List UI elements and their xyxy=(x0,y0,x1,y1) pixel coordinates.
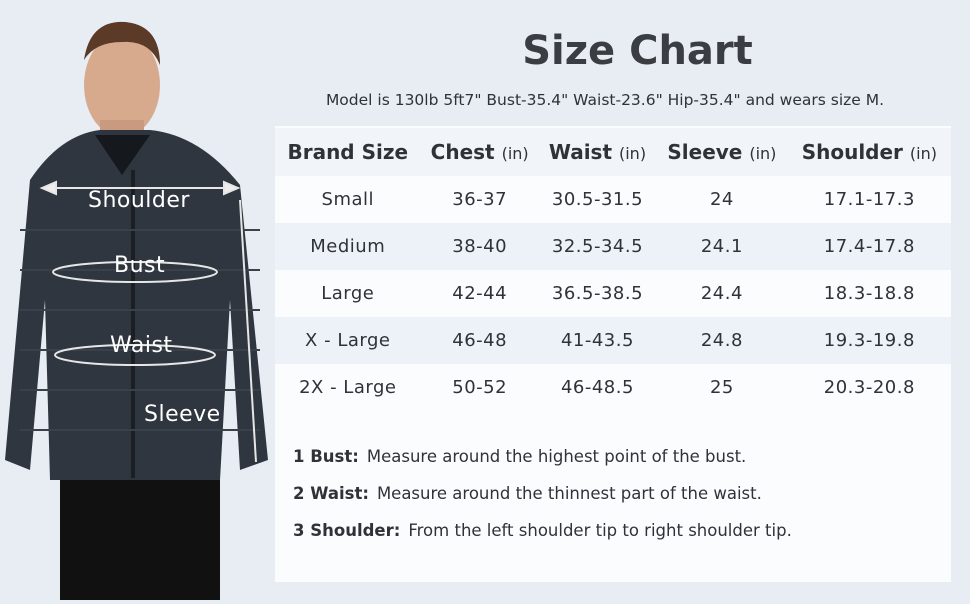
cell-size: X - Large xyxy=(275,317,421,364)
waist-label: Waist xyxy=(110,333,173,358)
cell-shoulder: 18.3-18.8 xyxy=(823,283,915,304)
header-waist: Waist (in) xyxy=(538,128,657,176)
table-row: Medium 38-40 32.5-34.5 24.1 17.4-17.8 xyxy=(275,223,951,270)
cell-chest: 42-44 xyxy=(452,283,508,304)
cell-sleeve: 24.8 xyxy=(656,317,788,364)
cell-waist: 30.5-31.5 xyxy=(551,189,644,210)
table-row: Large 42-44 36.5-38.5 24.4 18.3-18.8 xyxy=(275,270,951,317)
model-figure: Shoulder Bust Waist Sleeve xyxy=(0,0,280,600)
cell-shoulder: 20.3-20.8 xyxy=(823,377,915,398)
header-shoulder: Shoulder (in) xyxy=(787,128,951,176)
cell-size: Small xyxy=(321,189,375,210)
cell-waist: 36.5-38.5 xyxy=(551,283,644,304)
bust-label: Bust xyxy=(114,253,166,278)
cell-chest: 50-52 xyxy=(452,377,508,398)
pants xyxy=(60,470,220,600)
cell-sleeve: 24.1 xyxy=(656,223,788,270)
sleeve-label: Sleeve xyxy=(144,402,221,427)
table-row: 2X - Large 50-52 46-48.5 25 20.3-20.8 xyxy=(275,364,951,411)
cell-shoulder: 17.4-17.8 xyxy=(787,223,951,270)
model-photo xyxy=(5,21,268,600)
header-brand-size: Brand Size xyxy=(275,128,421,176)
size-table: Brand Size Chest (in) Waist (in) Sleeve … xyxy=(275,128,951,411)
table-row: X - Large 46-48 41-43.5 24.8 19.3-19.8 xyxy=(275,317,951,364)
cell-sleeve: 24 xyxy=(709,189,734,210)
cell-sleeve: 25 xyxy=(709,377,734,398)
cell-waist: 41-43.5 xyxy=(538,317,657,364)
cell-shoulder: 17.1-17.3 xyxy=(823,189,915,210)
shoulder-label: Shoulder xyxy=(88,188,190,213)
cell-sleeve: 24.4 xyxy=(700,283,743,304)
cell-waist: 46-48.5 xyxy=(560,377,634,398)
head xyxy=(84,33,160,137)
note-bust: 1 Bust: Measure around the highest point … xyxy=(293,447,747,466)
cell-shoulder: 19.3-19.8 xyxy=(787,317,951,364)
header-chest: Chest (in) xyxy=(420,128,539,176)
cell-chest: 38-40 xyxy=(420,223,539,270)
note-shoulder: 3 Shoulder: From the left shoulder tip to… xyxy=(293,521,792,540)
jacket xyxy=(5,130,268,480)
table-row: Small 36-37 30.5-31.5 24 17.1-17.3 xyxy=(275,176,951,223)
table-header-row: Brand Size Chest (in) Waist (in) Sleeve … xyxy=(275,128,951,176)
cell-size: Medium xyxy=(275,223,421,270)
cell-chest: 36-37 xyxy=(452,189,508,210)
size-table-panel: Brand Size Chest (in) Waist (in) Sleeve … xyxy=(275,126,951,582)
cell-chest: 46-48 xyxy=(420,317,539,364)
note-waist: 2 Waist: Measure around the thinnest part… xyxy=(293,484,762,503)
cell-size: Large xyxy=(321,283,375,304)
header-sleeve: Sleeve (in) xyxy=(656,128,788,176)
model-info: Model is 130lb 5ft7" Bust-35.4" Waist-23… xyxy=(325,91,885,109)
cell-size: 2X - Large xyxy=(299,377,397,398)
cell-waist: 32.5-34.5 xyxy=(538,223,657,270)
page-title: Size Chart xyxy=(522,28,753,74)
